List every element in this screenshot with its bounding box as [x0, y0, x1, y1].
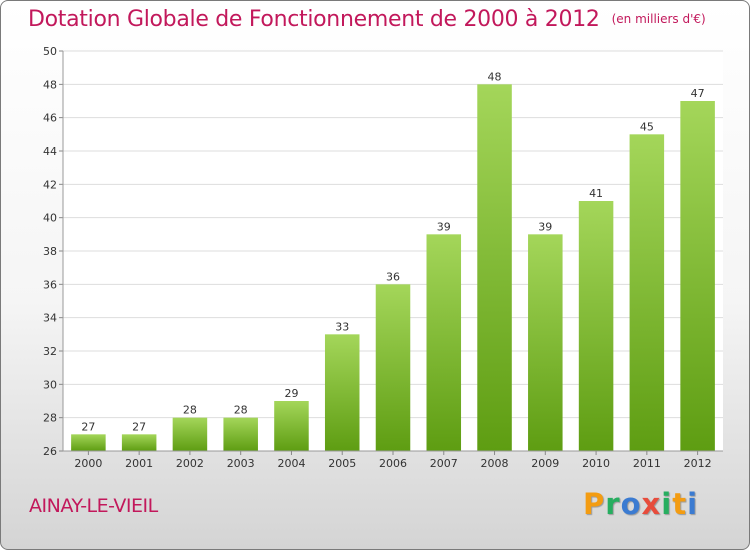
bar [223, 417, 258, 451]
logo-letter: P [583, 487, 606, 521]
y-tick-label: 46 [43, 112, 57, 125]
data-label: 29 [284, 387, 298, 400]
bar [324, 334, 360, 451]
x-tick-label: 2010 [582, 457, 610, 470]
bar [172, 417, 208, 451]
x-tick-label: 2002 [176, 457, 204, 470]
data-label: 27 [81, 420, 95, 433]
bar [375, 284, 411, 451]
y-tick-label: 50 [43, 45, 57, 58]
y-tick-label: 26 [43, 445, 57, 458]
logo-letter: i [661, 487, 673, 521]
data-label: 28 [183, 404, 197, 417]
bar [578, 201, 614, 451]
logo-letter: o [620, 487, 642, 521]
chart-title: Dotation Globale de Fonctionnement de 20… [28, 7, 706, 32]
bar [680, 101, 715, 451]
data-label: 27 [132, 420, 146, 433]
x-tick-label: 2008 [481, 457, 509, 470]
x-tick-label: 2007 [430, 457, 458, 470]
data-label: 47 [691, 87, 705, 100]
commune-name: AINAY-LE-VIEIL [29, 495, 158, 517]
data-label: 48 [488, 70, 502, 83]
x-tick-label: 2004 [277, 457, 305, 470]
y-tick-label: 42 [43, 178, 57, 191]
y-tick-label: 28 [43, 412, 57, 425]
bar [477, 84, 512, 451]
y-tick-label: 48 [43, 78, 57, 91]
data-label: 33 [335, 320, 349, 333]
y-tick-label: 38 [43, 245, 57, 258]
x-tick-label: 2006 [379, 457, 407, 470]
title-text: Dotation Globale de Fonctionnement de 20… [28, 7, 600, 32]
x-tick-label: 2000 [74, 457, 102, 470]
bar [121, 434, 157, 451]
data-label: 41 [589, 187, 603, 200]
y-tick-label: 30 [43, 378, 57, 391]
data-label: 45 [640, 120, 654, 133]
bar [274, 401, 309, 451]
chart-subtitle: (en milliers d'€) [611, 12, 706, 26]
data-label: 28 [234, 404, 248, 417]
y-tick-label: 32 [43, 345, 57, 358]
x-tick-label: 2005 [328, 457, 356, 470]
data-label: 39 [538, 220, 552, 233]
logo-letter: t [672, 487, 688, 521]
y-tick-label: 44 [43, 145, 57, 158]
x-tick-label: 2003 [227, 457, 255, 470]
data-label: 39 [437, 220, 451, 233]
logo-letter: x [641, 487, 662, 521]
y-tick-label: 34 [43, 312, 57, 325]
logo-letter: r [605, 487, 621, 521]
x-tick-label: 2009 [531, 457, 559, 470]
y-tick-label: 36 [43, 278, 57, 291]
bar [629, 134, 665, 452]
proxiti-logo: Proxiti [583, 487, 698, 521]
x-tick-label: 2001 [125, 457, 153, 470]
bar [528, 234, 563, 451]
bar [426, 234, 462, 451]
logo-letter: i [687, 487, 699, 521]
y-tick-label: 40 [43, 212, 57, 225]
bars: 27 27 28 28 29 33 36 39 48 39 41 45 47 [71, 70, 715, 452]
axes: 26 28 30 32 34 36 38 40 42 44 46 48 50 2000 2001 2002 20… [43, 45, 723, 470]
x-tick-label: 2011 [633, 457, 661, 470]
bar [71, 434, 106, 451]
x-tick-label: 2012 [684, 457, 712, 470]
data-label: 36 [386, 270, 400, 283]
